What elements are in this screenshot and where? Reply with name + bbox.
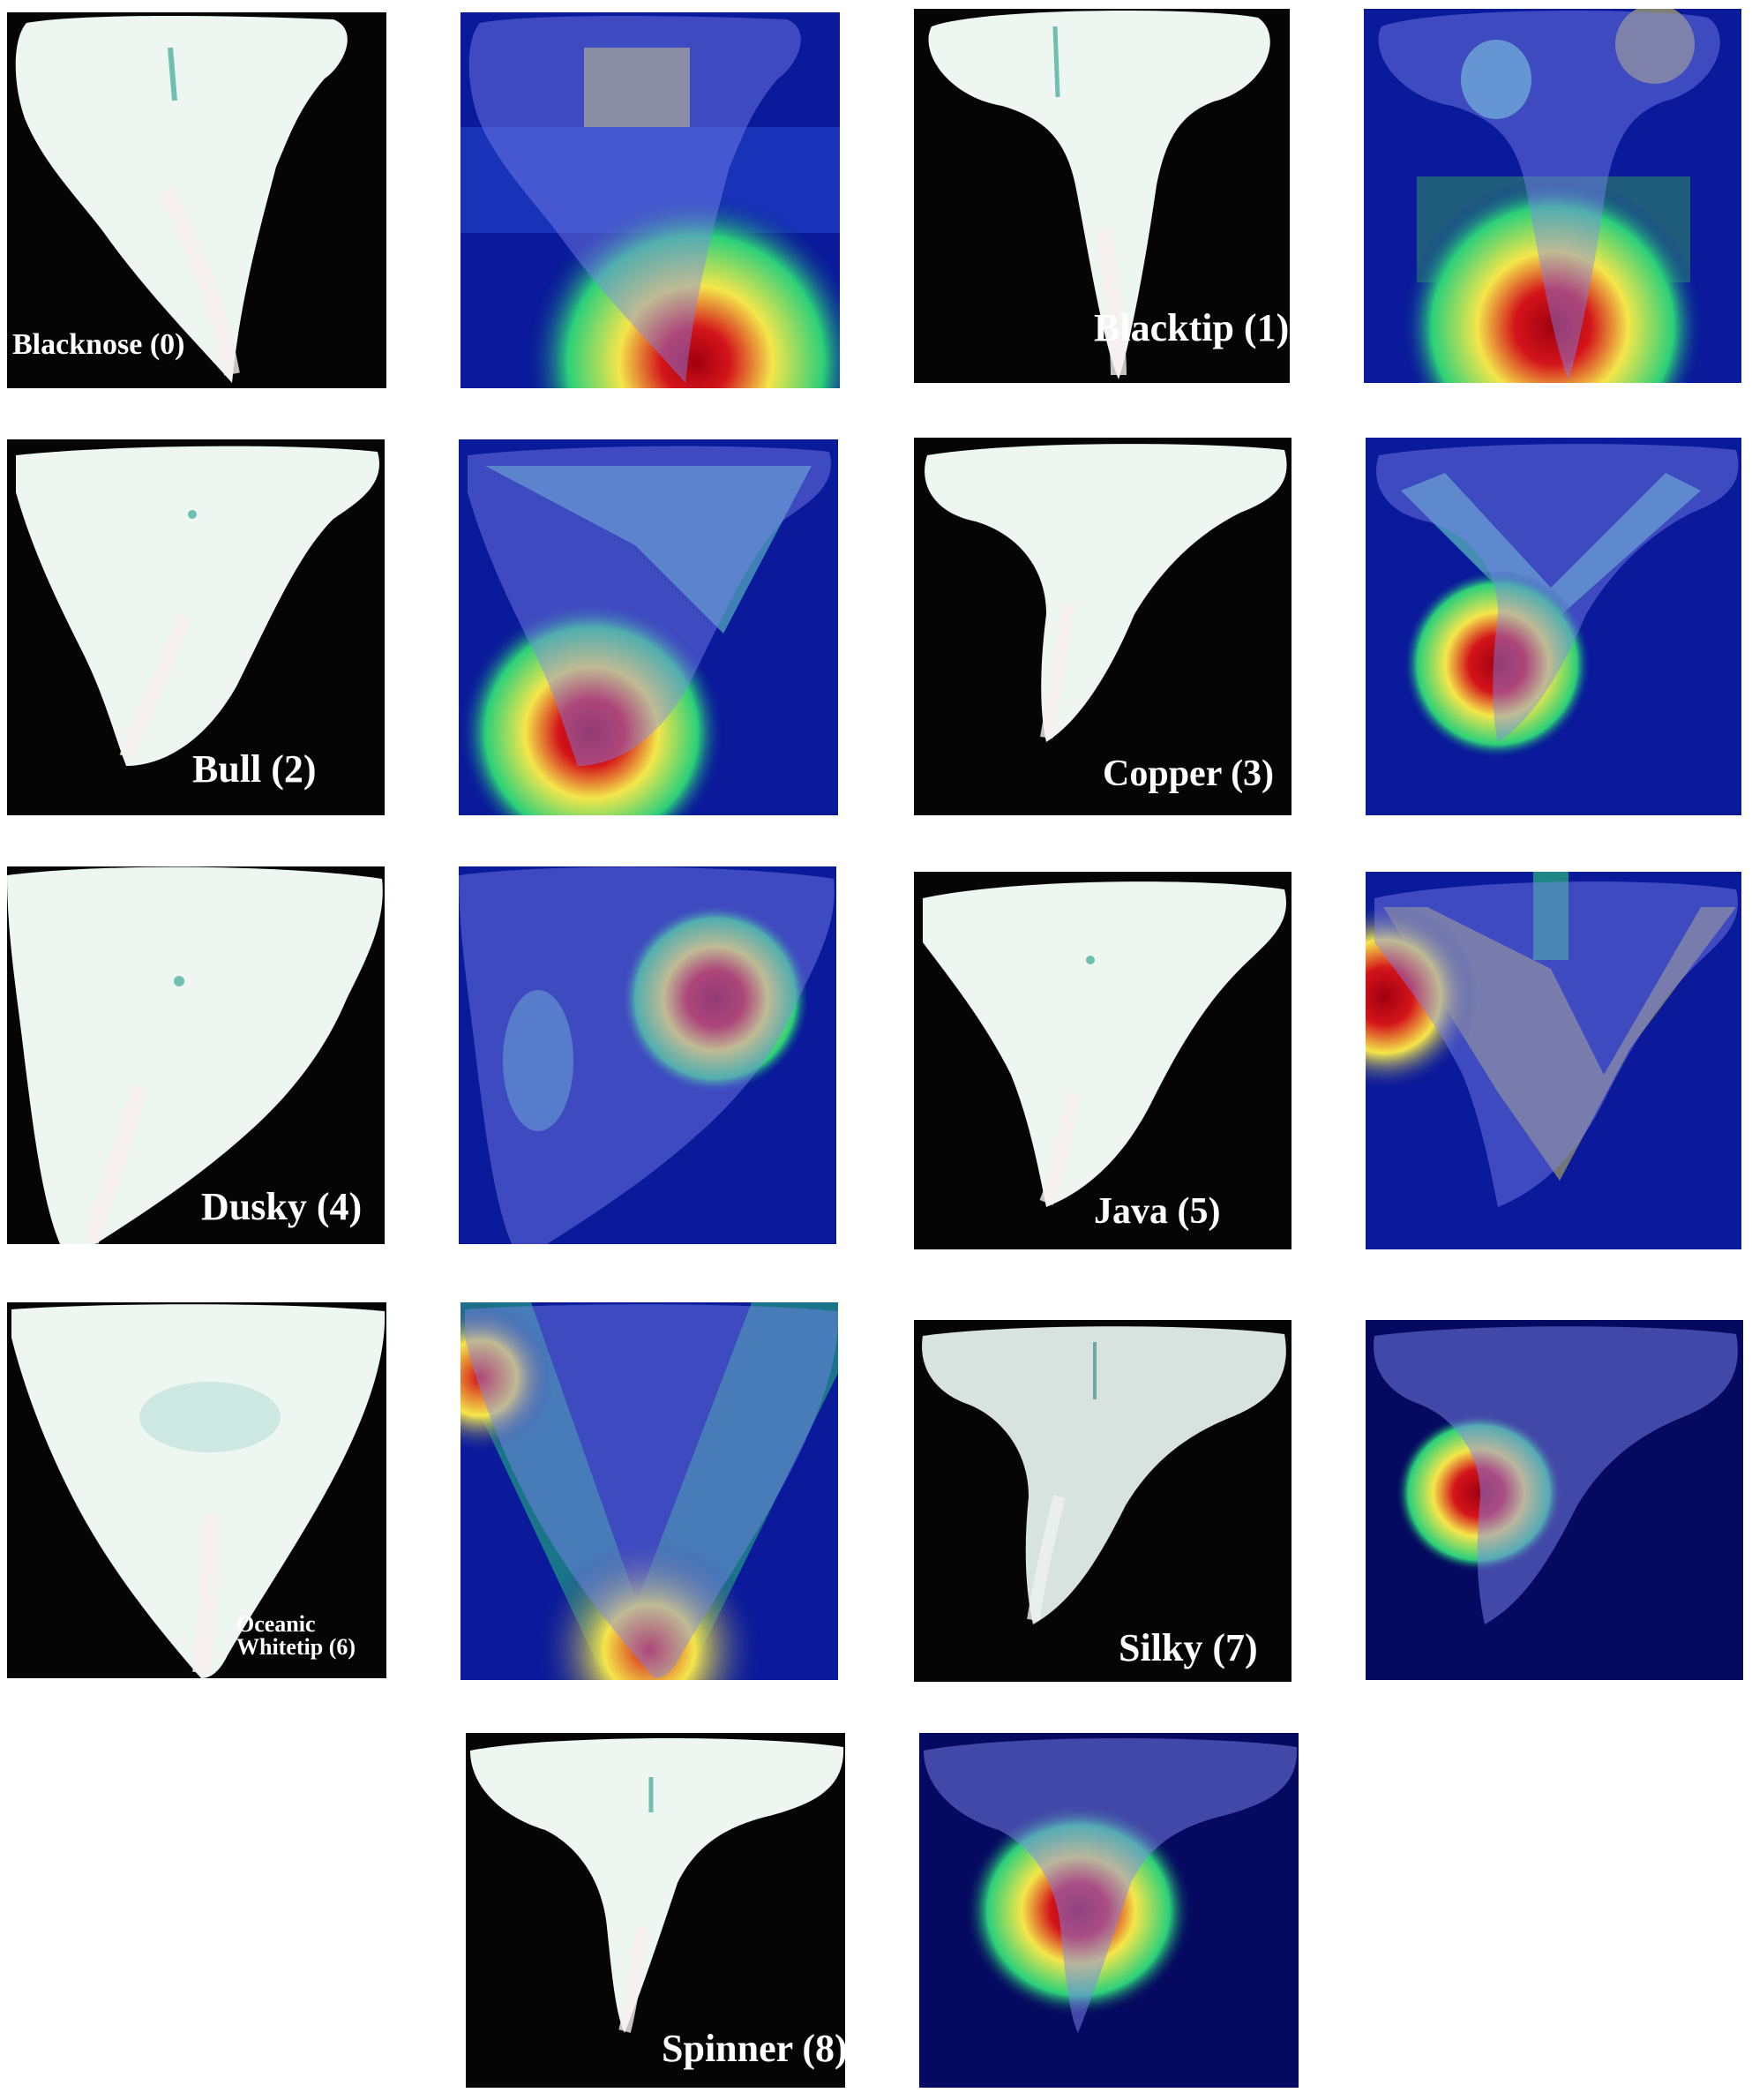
heatmap-image-spinner [919,1733,1299,2088]
tooth-image-java [914,872,1292,1249]
label-blacknose: Blacknose (0) [12,328,185,361]
heatmap-java [1366,872,1741,1249]
heatmap-image-bull [459,439,838,815]
label-java: Java (5) [1094,1191,1221,1232]
label-dusky: Dusky (4) [201,1185,363,1228]
heatmap-image-oceanic-whitetip [460,1302,838,1680]
photo-dusky: Dusky (4) [7,866,385,1244]
heatmap-spinner [919,1733,1299,2088]
heatmap-bull [459,439,838,815]
photo-blacknose: Blacknose (0) [7,12,386,388]
tooth-image-silky [914,1320,1292,1682]
heatmap-blacktip [1364,9,1741,383]
photo-silky: Silky (7) [914,1320,1292,1682]
photo-bull: Bull (2) [7,439,385,815]
heatmap-image-blacktip [1364,9,1741,383]
heatmap-image-java [1366,872,1741,1249]
label-oceanic-whitetip: Oceanic Whitetip (6) [236,1613,356,1659]
heatmap-image-dusky [459,866,836,1244]
photo-oceanic-whitetip: Oceanic Whitetip (6) [7,1302,386,1678]
heatmap-image-silky [1366,1320,1743,1680]
heatmap-blacknose [460,12,840,388]
heatmap-silky [1366,1320,1743,1680]
label-oceanic-whitetip-line1: Oceanic [236,1611,316,1637]
tooth-image-blacktip [914,9,1290,383]
photo-java: Java (5) [914,872,1292,1249]
photo-spinner: Spinner (8) [466,1733,845,2088]
label-silky: Silky (7) [1119,1626,1258,1669]
photo-copper: Copper (3) [914,438,1292,815]
tooth-image-dusky [7,866,385,1244]
tooth-image-bull [7,439,385,815]
label-copper: Copper (3) [1103,754,1275,794]
label-bull: Bull (2) [192,747,317,791]
label-spinner: Spinner (8) [662,2027,845,2070]
tooth-image-spinner [466,1733,845,2088]
heatmap-image-copper [1366,438,1741,815]
tooth-image-blacknose [7,12,386,388]
heatmap-oceanic-whitetip [460,1302,838,1680]
label-oceanic-whitetip-line2: Whitetip (6) [236,1634,356,1660]
tooth-image-copper [914,438,1292,815]
label-blacktip: Blacktip (1) [1094,306,1290,349]
heatmap-dusky [459,866,836,1244]
tooth-image-oceanic-whitetip [7,1302,386,1678]
photo-blacktip: Blacktip (1) [914,9,1290,383]
heatmap-copper [1366,438,1741,815]
heatmap-image-blacknose [460,12,840,388]
